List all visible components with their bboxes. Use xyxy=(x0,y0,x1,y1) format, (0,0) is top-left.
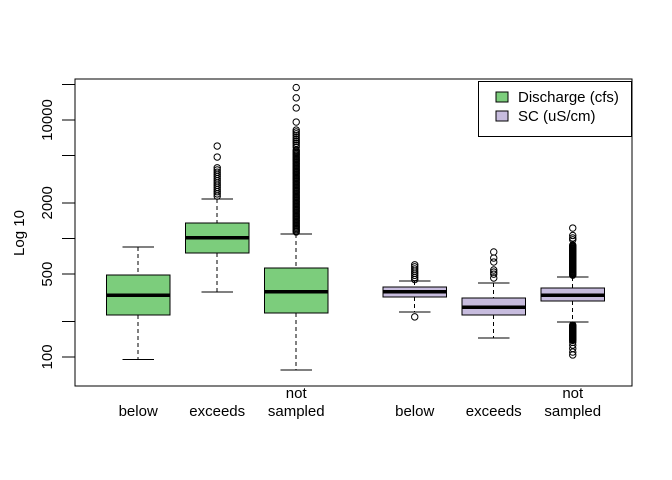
outlier-point xyxy=(569,348,577,356)
x-axis-label: below xyxy=(119,403,158,420)
y-tick-label: 500 xyxy=(39,262,56,287)
outlier-point xyxy=(292,104,300,112)
x-axis-label: not xyxy=(286,385,308,402)
outlier-point xyxy=(213,166,221,174)
legend-swatch-discharge-icon xyxy=(495,91,509,103)
y-axis-title: Log 10 xyxy=(11,210,28,256)
outlier-point xyxy=(292,94,300,102)
outlier-point xyxy=(292,128,300,136)
x-axis-label: sampled xyxy=(544,403,601,420)
box-discharge-not-sampled xyxy=(264,83,329,371)
outlier-point xyxy=(292,118,300,126)
outlier-point xyxy=(569,224,577,232)
outlier-point xyxy=(292,141,300,149)
outlier-point xyxy=(490,268,498,276)
outlier-point xyxy=(292,135,300,144)
outlier-point xyxy=(292,133,300,142)
outlier-point xyxy=(292,137,300,146)
outlier-point xyxy=(213,164,221,172)
box-sc-exceeds xyxy=(461,248,526,339)
outlier-point xyxy=(490,266,498,274)
legend-label-discharge: Discharge (cfs) xyxy=(518,89,619,106)
legend-label-sc: SC (uS/cm) xyxy=(518,108,596,125)
box-sc-below xyxy=(382,261,447,321)
outlier-point xyxy=(411,313,419,321)
outlier-point xyxy=(490,248,498,256)
outlier-point xyxy=(213,168,221,176)
x-axis-label: sampled xyxy=(268,403,325,420)
outlier-point xyxy=(490,270,498,278)
y-tick-label: 10000 xyxy=(39,99,56,141)
outlier-point xyxy=(411,265,419,273)
outlier-point xyxy=(292,126,300,134)
outlier-point xyxy=(569,241,577,249)
outlier-point xyxy=(490,254,498,262)
outlier-point xyxy=(292,143,300,151)
y-axis: 100 500 2000 10000 xyxy=(39,83,75,369)
outlier-point xyxy=(490,258,498,266)
outlier-point xyxy=(213,153,221,161)
plot-frame xyxy=(74,78,633,387)
outlier-point xyxy=(411,261,419,269)
box-discharge-exceeds xyxy=(185,142,250,293)
outlier-point xyxy=(569,321,577,329)
x-axis-label: below xyxy=(395,403,434,420)
box-discharge-below xyxy=(106,246,171,361)
legend-frame xyxy=(478,81,632,137)
outlier-point xyxy=(292,139,300,147)
outlier-point xyxy=(292,132,300,140)
outlier-point xyxy=(569,234,577,242)
y-tick-label: 2000 xyxy=(39,186,56,219)
outlier-point xyxy=(490,274,498,282)
plot-border xyxy=(74,78,633,387)
x-axis-label: not xyxy=(562,385,584,402)
legend-swatch-sc-icon xyxy=(495,110,509,122)
legend: Discharge (cfs) SC (uS/cm) xyxy=(478,81,632,137)
outlier-point xyxy=(569,231,577,240)
outlier-point xyxy=(411,263,419,271)
x-axis-label: exceeds xyxy=(189,403,245,420)
box-sc-not-sampled xyxy=(540,224,605,359)
outlier-point xyxy=(292,83,300,92)
outlier-point xyxy=(292,130,300,138)
boxplots xyxy=(106,83,605,371)
outlier-point xyxy=(213,142,221,150)
y-tick-label: 100 xyxy=(39,344,56,369)
x-axis-label: exceeds xyxy=(466,403,522,420)
